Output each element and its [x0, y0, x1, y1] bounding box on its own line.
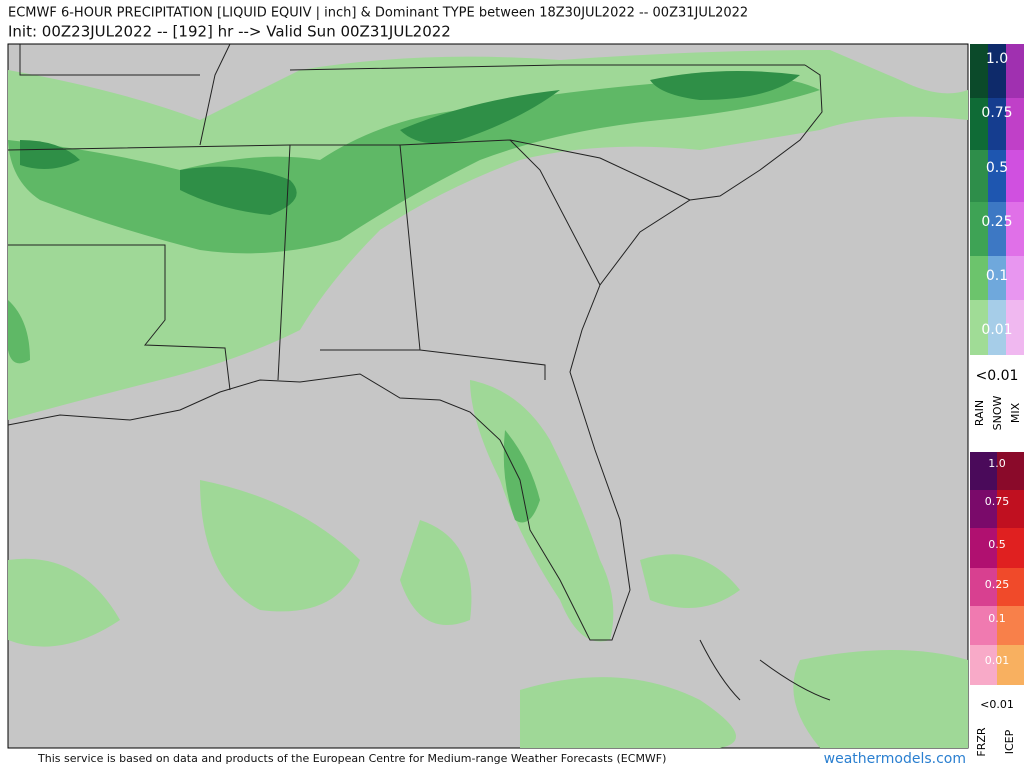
legend-below: <0.01: [980, 698, 1014, 711]
precip-legend: 1.0 0.75 0.5 0.25 0.1 0.01 <0.01 RAIN SN…: [970, 44, 1024, 430]
legend-level: 1.0: [988, 457, 1006, 470]
precip-medium: [8, 76, 820, 523]
map: [7, 43, 969, 749]
legend-level: 0.1: [986, 268, 1008, 284]
legend-level: 0.25: [981, 214, 1012, 230]
site-link[interactable]: weathermodels.com: [824, 751, 966, 767]
legend-level: 0.5: [986, 160, 1008, 176]
ice-legend: 1.0 0.75 0.5 0.25 0.1 0.01 <0.01 FRZR IC…: [970, 452, 1024, 757]
title: ECMWF 6-HOUR PRECIPITATION [LIQUID EQUIV…: [8, 6, 748, 21]
legend-level: 0.01: [985, 654, 1010, 667]
legend-level: 0.75: [981, 105, 1012, 121]
precip-heavy: [20, 71, 800, 215]
legend-below: <0.01: [976, 368, 1019, 384]
legend-level: 1.0: [986, 51, 1008, 67]
precip-light: [8, 50, 968, 748]
subtitle: Init: 00Z23JUL2022 -- [192] hr --> Valid…: [8, 23, 451, 41]
legend-level: 0.01: [981, 322, 1012, 338]
legend-type: SNOW: [991, 396, 1004, 431]
legend-type: MIX: [1009, 402, 1022, 423]
legend-type: RAIN: [973, 400, 986, 426]
legend-level: 0.25: [985, 578, 1010, 591]
legend-level: 0.1: [988, 612, 1006, 625]
legend-type: ICEP: [1003, 729, 1016, 754]
footer-credit: This service is based on data and produc…: [37, 752, 666, 765]
legend-level: 0.5: [988, 538, 1006, 551]
boundaries: [7, 43, 831, 701]
legend-level: 0.75: [985, 495, 1010, 508]
legend-type: FRZR: [975, 727, 988, 757]
